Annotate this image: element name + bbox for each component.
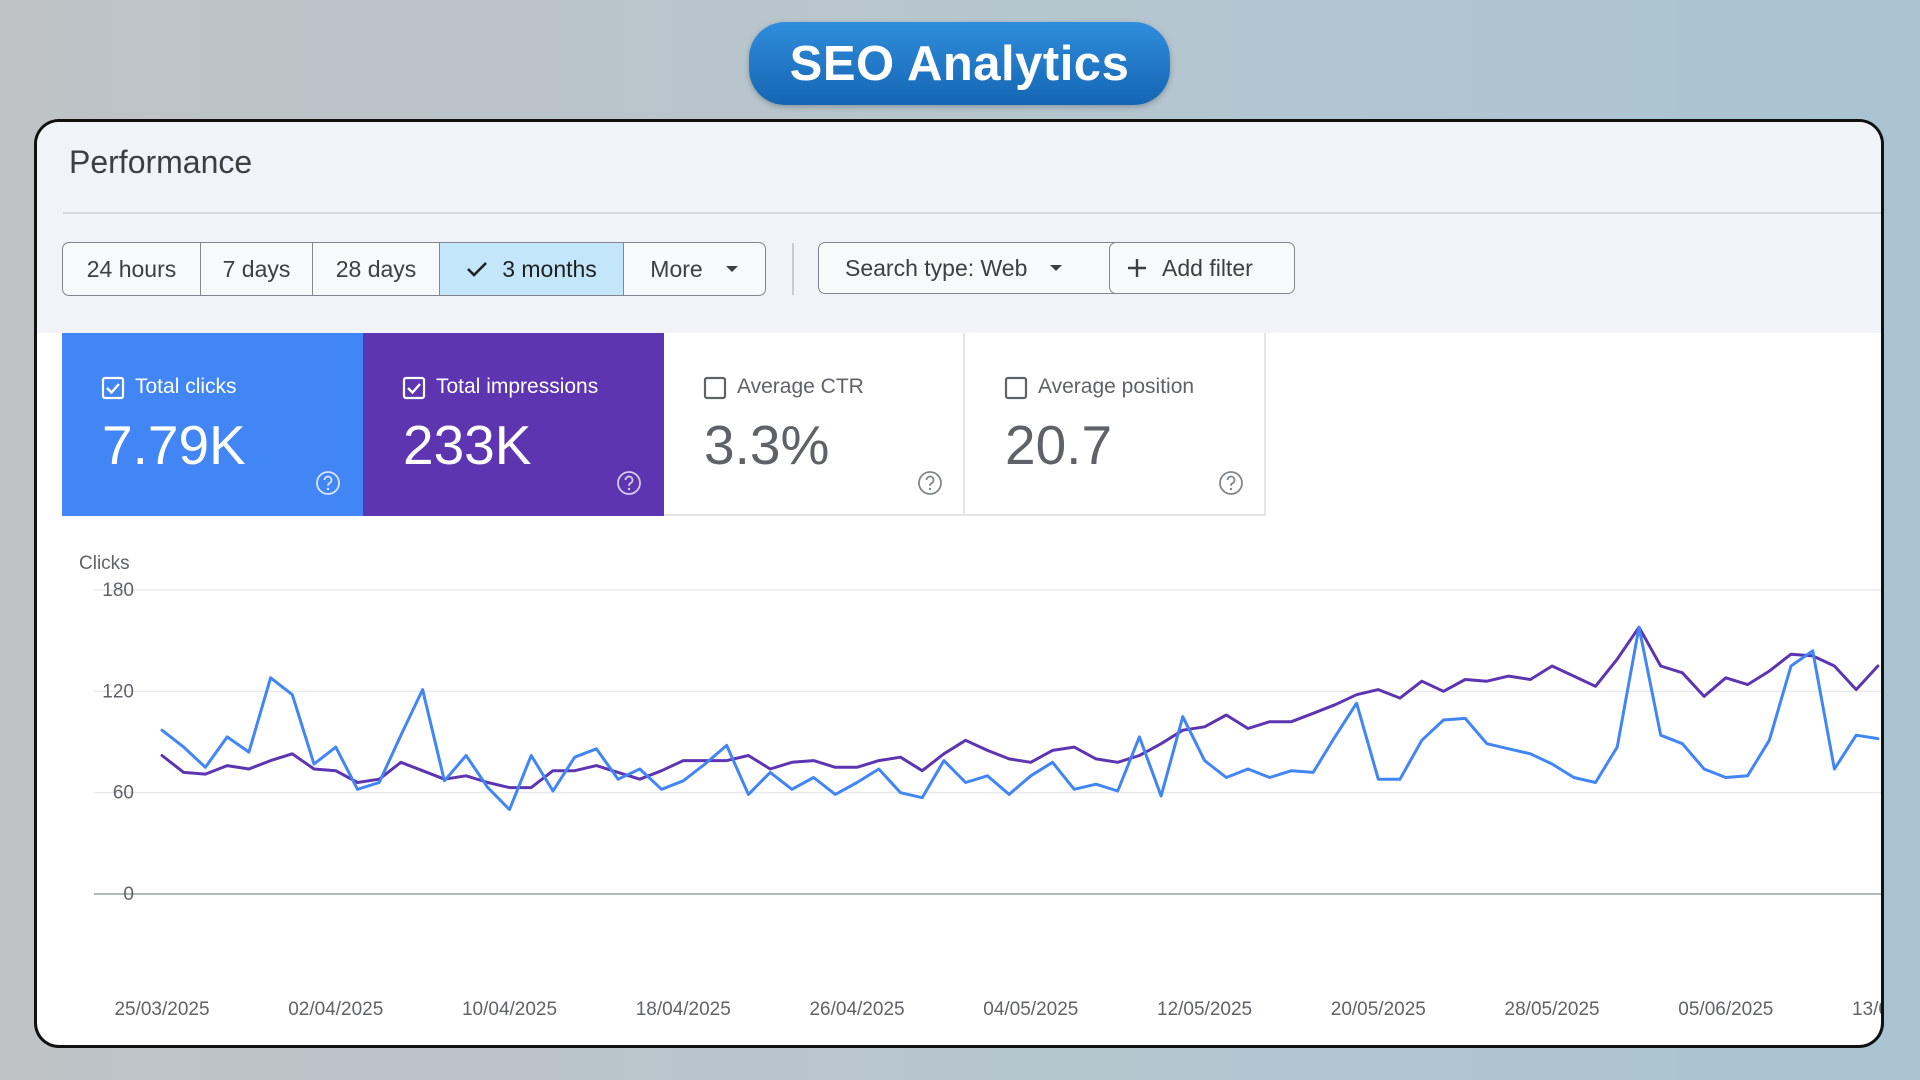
- metric-value: 7.79K: [102, 414, 246, 476]
- more-label: More: [650, 255, 703, 282]
- header-divider: [63, 212, 1881, 214]
- date-option-label: 24 hours: [86, 255, 177, 282]
- performance-chart: Clicks 180 120 60 0 25/03/2025 02/04/2025 10/04…: [37, 516, 1881, 1045]
- search-type-label: Search type: Web: [845, 254, 1028, 281]
- x-tick-label: 26/04/2025: [809, 999, 904, 1020]
- card-header: [37, 122, 1881, 333]
- banner-title: SEO Analytics: [749, 22, 1170, 105]
- x-tick-label: 13/06/2025: [1852, 999, 1881, 1020]
- date-option-label: 7 days: [222, 255, 291, 282]
- x-tick-label: 20/05/2025: [1331, 999, 1426, 1020]
- date-range-selector: 24 hours 7 days 28 days 3 months More: [62, 242, 766, 296]
- y-tick-label: 120: [102, 681, 134, 702]
- y-axis-title: Clicks: [79, 553, 130, 574]
- metric-value: 233K: [403, 414, 532, 476]
- series-line: [160, 625, 1880, 812]
- x-tick-label: 05/06/2025: [1678, 999, 1773, 1020]
- y-tick-label: 60: [113, 783, 134, 804]
- date-option-3-months[interactable]: 3 months: [440, 243, 624, 295]
- toolbar-separator: [792, 243, 794, 295]
- date-option-28-days[interactable]: 28 days: [313, 243, 440, 295]
- y-tick-label: 0: [123, 884, 134, 905]
- date-option-label: 3 months: [502, 255, 597, 282]
- metric-value: 3.3%: [704, 414, 830, 476]
- add-filter-label: Add filter: [1162, 254, 1253, 281]
- help-circle-icon[interactable]: [616, 470, 642, 496]
- metric-label: Average position: [1038, 375, 1195, 398]
- x-tick-label: 25/03/2025: [114, 999, 209, 1020]
- metric-label: Average CTR: [737, 375, 864, 398]
- metric-label: Total impressions: [436, 375, 599, 398]
- series-line: [160, 625, 1880, 790]
- checkbox-checked-icon[interactable]: [402, 376, 426, 400]
- metric-card-total-impressions[interactable]: Total impressions 233K: [363, 333, 664, 516]
- checkbox-checked-icon[interactable]: [101, 376, 125, 400]
- chart-svg: Clicks 180 120 60 0 25/03/2025 02/04/2025 10/04…: [79, 553, 1881, 1020]
- x-tick-label: 10/04/2025: [462, 999, 557, 1020]
- y-tick-label: 180: [102, 580, 134, 601]
- metric-cards: Total clicks 7.79K Total impressions 233…: [62, 333, 1266, 516]
- x-tick-label: 18/04/2025: [636, 999, 731, 1020]
- date-option-7-days[interactable]: 7 days: [201, 243, 313, 295]
- checkbox-unchecked-icon[interactable]: [703, 376, 727, 400]
- caret-down-icon: [725, 265, 739, 273]
- metric-card-average-ctr[interactable]: Average CTR 3.3%: [664, 333, 965, 516]
- performance-card: Performance 24 hours 7 days 28 days 3 mo…: [37, 122, 1881, 1045]
- date-option-24-hours[interactable]: 24 hours: [63, 243, 201, 295]
- check-icon: [466, 260, 488, 278]
- help-circle-icon[interactable]: [1218, 470, 1244, 496]
- search-type-dropdown[interactable]: Search type: Web: [818, 242, 1130, 294]
- metric-value: 20.7: [1005, 414, 1113, 476]
- x-tick-label: 12/05/2025: [1157, 999, 1252, 1020]
- x-tick-label: 28/05/2025: [1505, 999, 1600, 1020]
- caret-down-icon: [1049, 264, 1063, 272]
- checkbox-unchecked-icon[interactable]: [1004, 376, 1028, 400]
- plus-icon: [1126, 257, 1148, 279]
- more-dropdown[interactable]: More: [624, 243, 765, 295]
- help-circle-icon[interactable]: [315, 470, 341, 496]
- add-filter-button[interactable]: Add filter: [1109, 242, 1295, 294]
- help-circle-icon[interactable]: [917, 470, 943, 496]
- x-tick-label: 02/04/2025: [288, 999, 383, 1020]
- x-tick-label: 04/05/2025: [983, 999, 1078, 1020]
- metric-label: Total clicks: [135, 375, 237, 398]
- date-option-label: 28 days: [335, 255, 417, 282]
- page-title: Performance: [69, 144, 253, 180]
- metric-card-average-position[interactable]: Average position 20.7: [965, 333, 1266, 516]
- metric-card-total-clicks[interactable]: Total clicks 7.79K: [62, 333, 363, 516]
